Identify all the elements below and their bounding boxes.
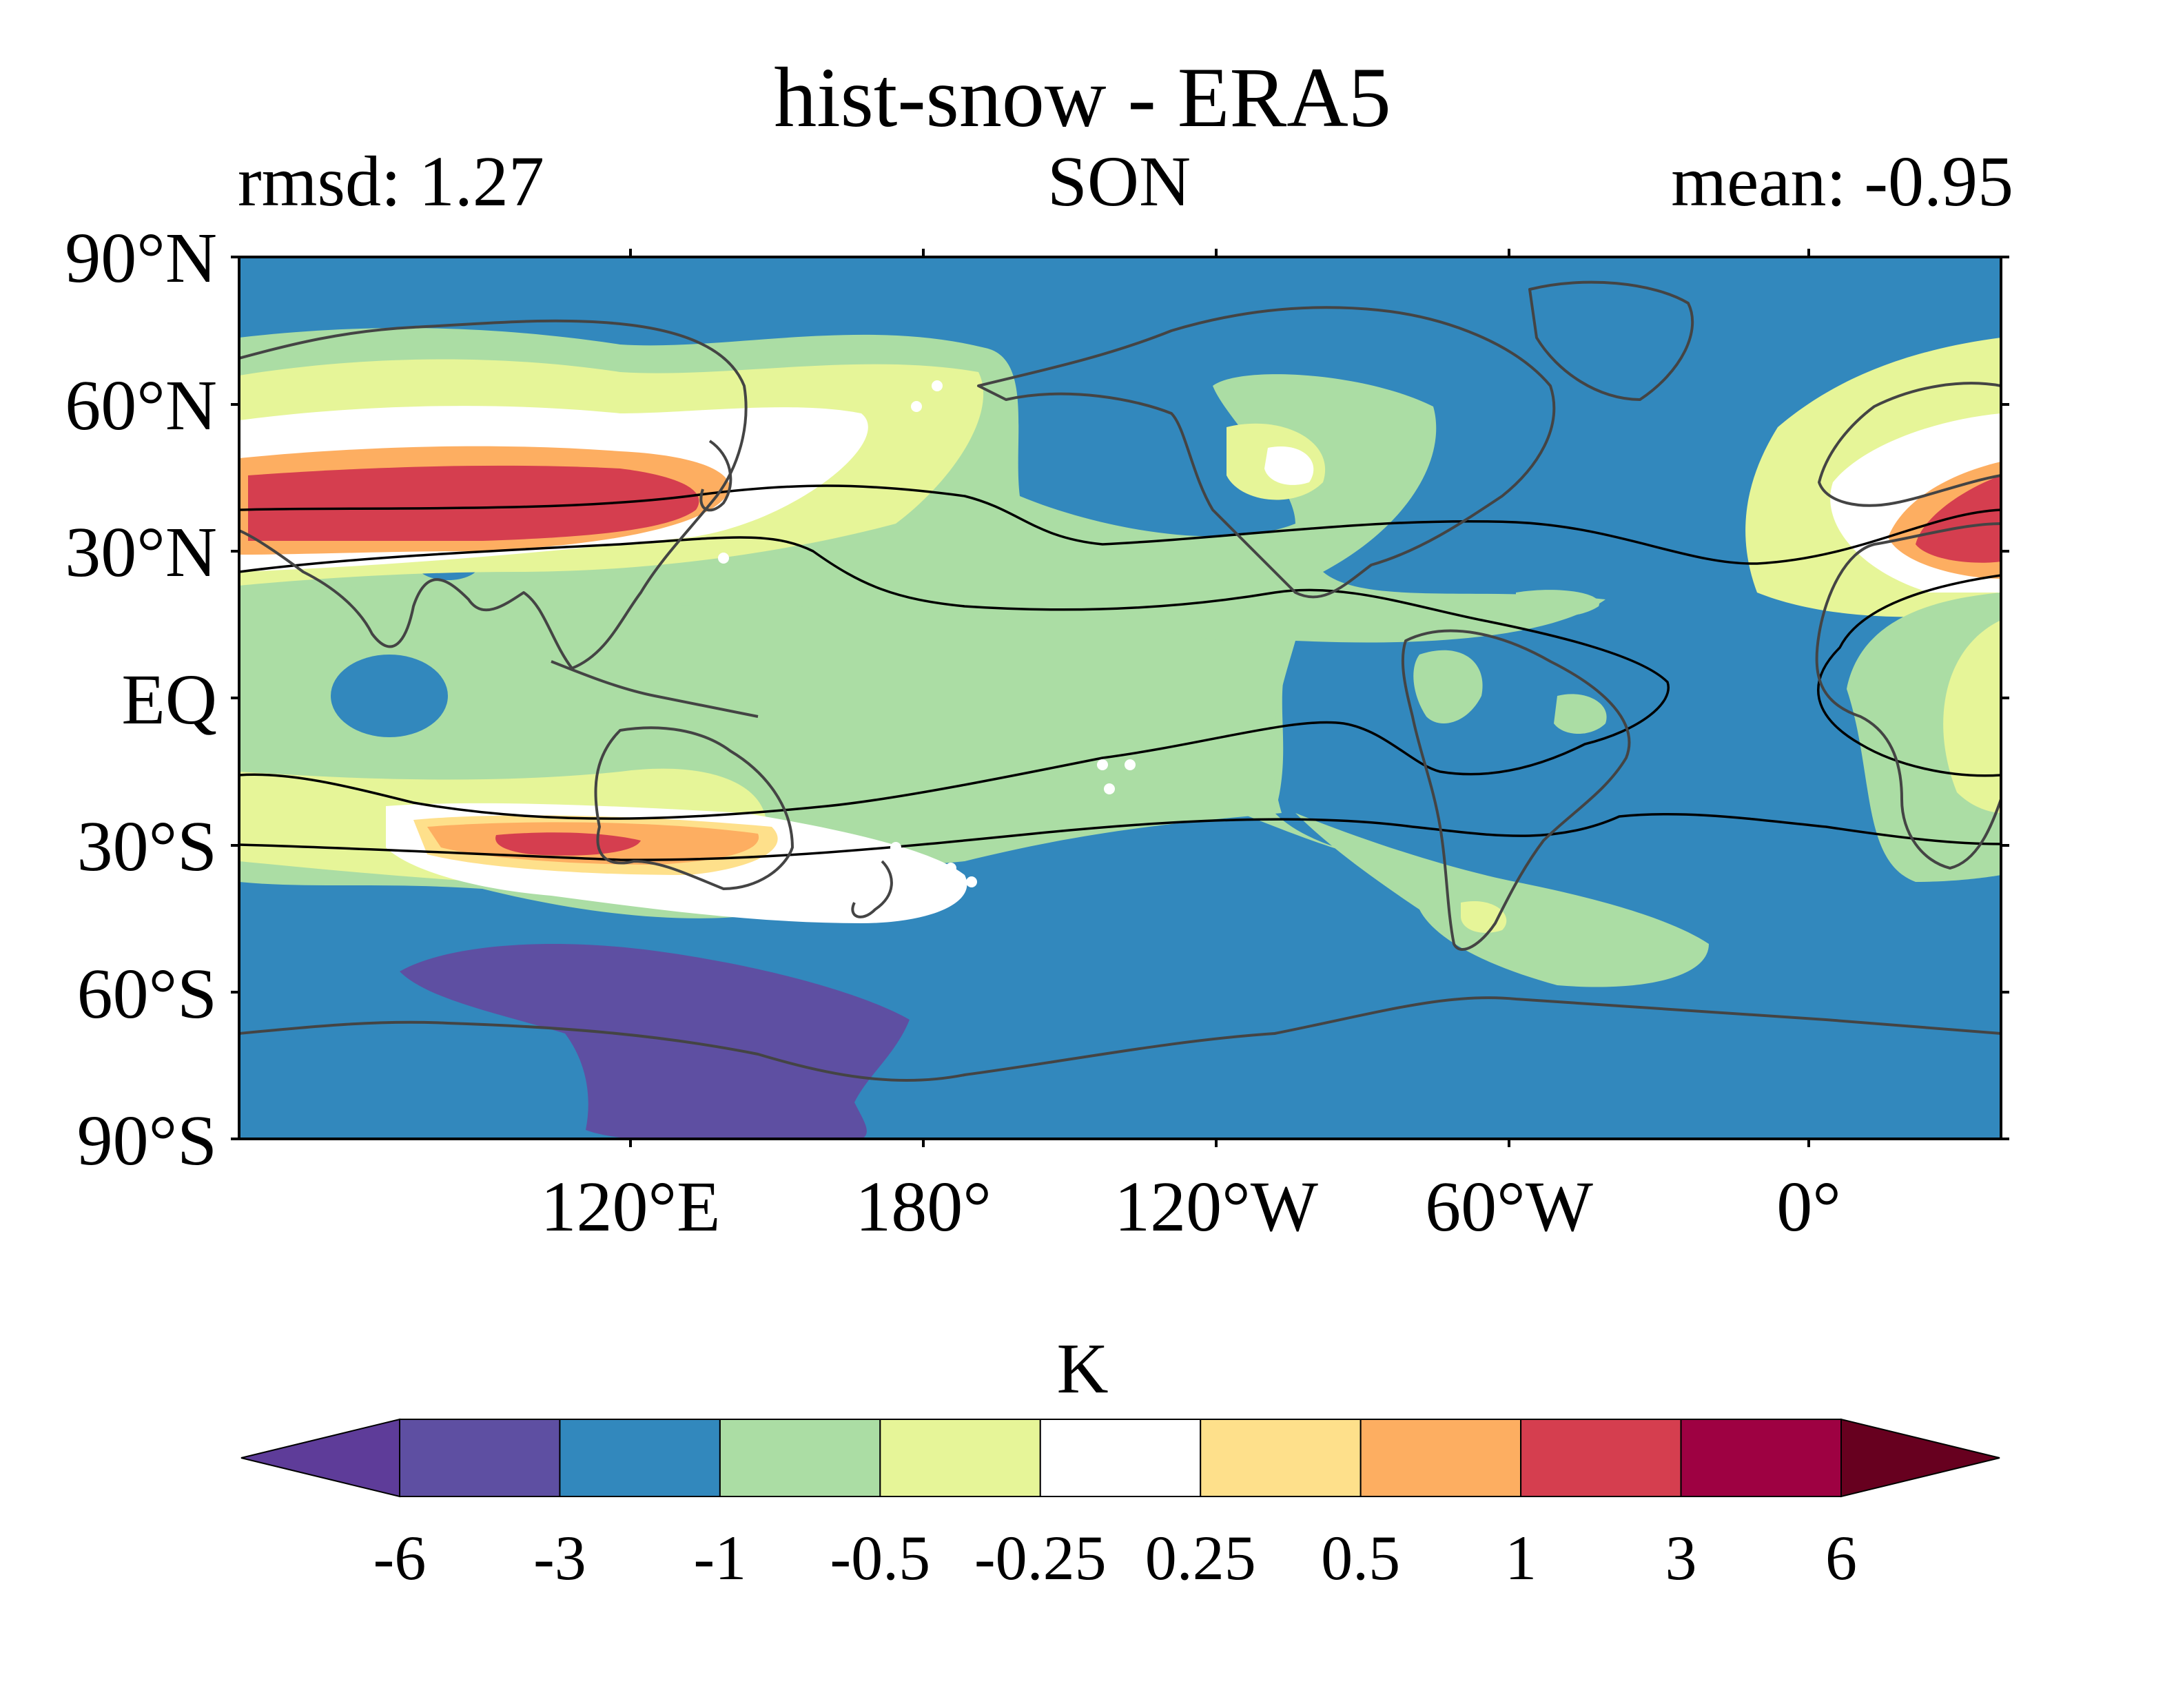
lat-label-30n: 30°N — [65, 513, 217, 592]
contour-north-2 — [239, 536, 1670, 820]
lon-label-0: 0° — [1776, 1167, 1841, 1246]
colorbar-segment — [559, 1419, 721, 1497]
coast-newzealand — [851, 860, 893, 918]
rmsd-label: rmsd: 1.27 — [238, 142, 544, 221]
coast-asia — [239, 319, 748, 670]
lat-label-60n: 60°N — [65, 366, 217, 445]
contour-south — [239, 812, 2001, 861]
colorbar-segment — [719, 1419, 881, 1497]
lon-label-120e: 120°E — [540, 1167, 721, 1246]
colorbar-tick-label: 1 — [1505, 1523, 1537, 1593]
colorbar-tick-label: -0.25 — [974, 1523, 1107, 1593]
axis-ticks — [231, 249, 2009, 1147]
mean-label: mean: -0.95 — [1671, 142, 2013, 221]
field-blue-indian — [331, 655, 448, 737]
field-white-northamerica — [1264, 446, 1314, 485]
season-label: SON — [1047, 142, 1191, 221]
field-green-southatlantic — [1295, 813, 1709, 987]
colorbar-segment — [879, 1419, 1041, 1497]
contour-north-1 — [239, 484, 2001, 565]
sig-dot — [1097, 759, 1108, 770]
lon-label-120w: 120°W — [1114, 1167, 1318, 1246]
lat-label-eq: EQ — [121, 660, 217, 739]
coast-japan — [699, 440, 732, 512]
coast-southamerica — [1401, 629, 1631, 951]
colorbar-tick-label: -1 — [693, 1523, 747, 1593]
field-green-samerica — [1413, 650, 1483, 723]
colorbar-tick-label: -3 — [533, 1523, 586, 1593]
contour-africa — [1817, 574, 2001, 777]
colorbar — [240, 1418, 2000, 1498]
field-red-europe — [1916, 475, 2001, 563]
field-purple-antarctic — [400, 944, 910, 1139]
colorbar-extend-min — [240, 1418, 400, 1498]
field-green-caribbean — [1516, 590, 1599, 617]
sig-dot — [890, 842, 901, 853]
coast-antarctica — [239, 996, 2001, 1082]
sig-dot — [911, 401, 922, 412]
coast-africa — [1815, 522, 2001, 870]
contours — [239, 484, 2001, 861]
colorbar-segment — [1039, 1419, 1202, 1497]
coast-greenland — [1528, 280, 1694, 401]
coastlines — [239, 280, 2001, 1082]
field-green-samerica2 — [1554, 694, 1607, 734]
colorbar-segment — [1359, 1419, 1522, 1497]
field-yellow-africa — [1943, 620, 2001, 813]
field-red-south — [495, 832, 641, 856]
colorbar-segment — [1680, 1419, 1843, 1497]
coast-northamerica — [977, 306, 1556, 599]
significance-dots — [718, 380, 1136, 887]
coast-indonesia — [551, 660, 759, 718]
colorbar-segment — [1200, 1419, 1362, 1497]
lat-label-90n: 90°N — [65, 218, 217, 298]
map-field — [239, 257, 2001, 1139]
map-title: hist-snow - ERA5 — [774, 50, 1391, 145]
colorbar-tick-label: -6 — [373, 1523, 427, 1593]
sig-dot — [718, 553, 729, 564]
sig-dot — [932, 380, 943, 391]
colorbar-tick-label: 0.25 — [1145, 1523, 1256, 1593]
lat-label-60s: 60°S — [76, 954, 217, 1033]
colorbar-tick-label: 0.5 — [1321, 1523, 1401, 1593]
colorbar-tick-label: 6 — [1825, 1523, 1857, 1593]
coast-australia — [594, 726, 794, 890]
lat-label-90s: 90°S — [76, 1101, 217, 1180]
colorbar-segment — [1520, 1419, 1682, 1497]
colorbar-segment — [399, 1419, 561, 1497]
coast-europe — [1818, 382, 2001, 507]
colorbar-units: K — [1056, 1329, 1109, 1408]
colorbar-tick-label: -0.5 — [830, 1523, 931, 1593]
colorbar-tick-label: 3 — [1665, 1523, 1697, 1593]
sig-dot — [1104, 783, 1115, 794]
field-red-north — [248, 465, 699, 541]
lon-label-60w: 60°W — [1425, 1167, 1593, 1246]
lat-label-30s: 30°S — [76, 807, 217, 886]
sig-dot — [966, 876, 977, 887]
colorbar-extend-max — [1840, 1418, 2000, 1498]
sig-dot — [1125, 759, 1136, 770]
lon-label-180: 180° — [855, 1167, 992, 1246]
sig-dot — [945, 863, 956, 874]
